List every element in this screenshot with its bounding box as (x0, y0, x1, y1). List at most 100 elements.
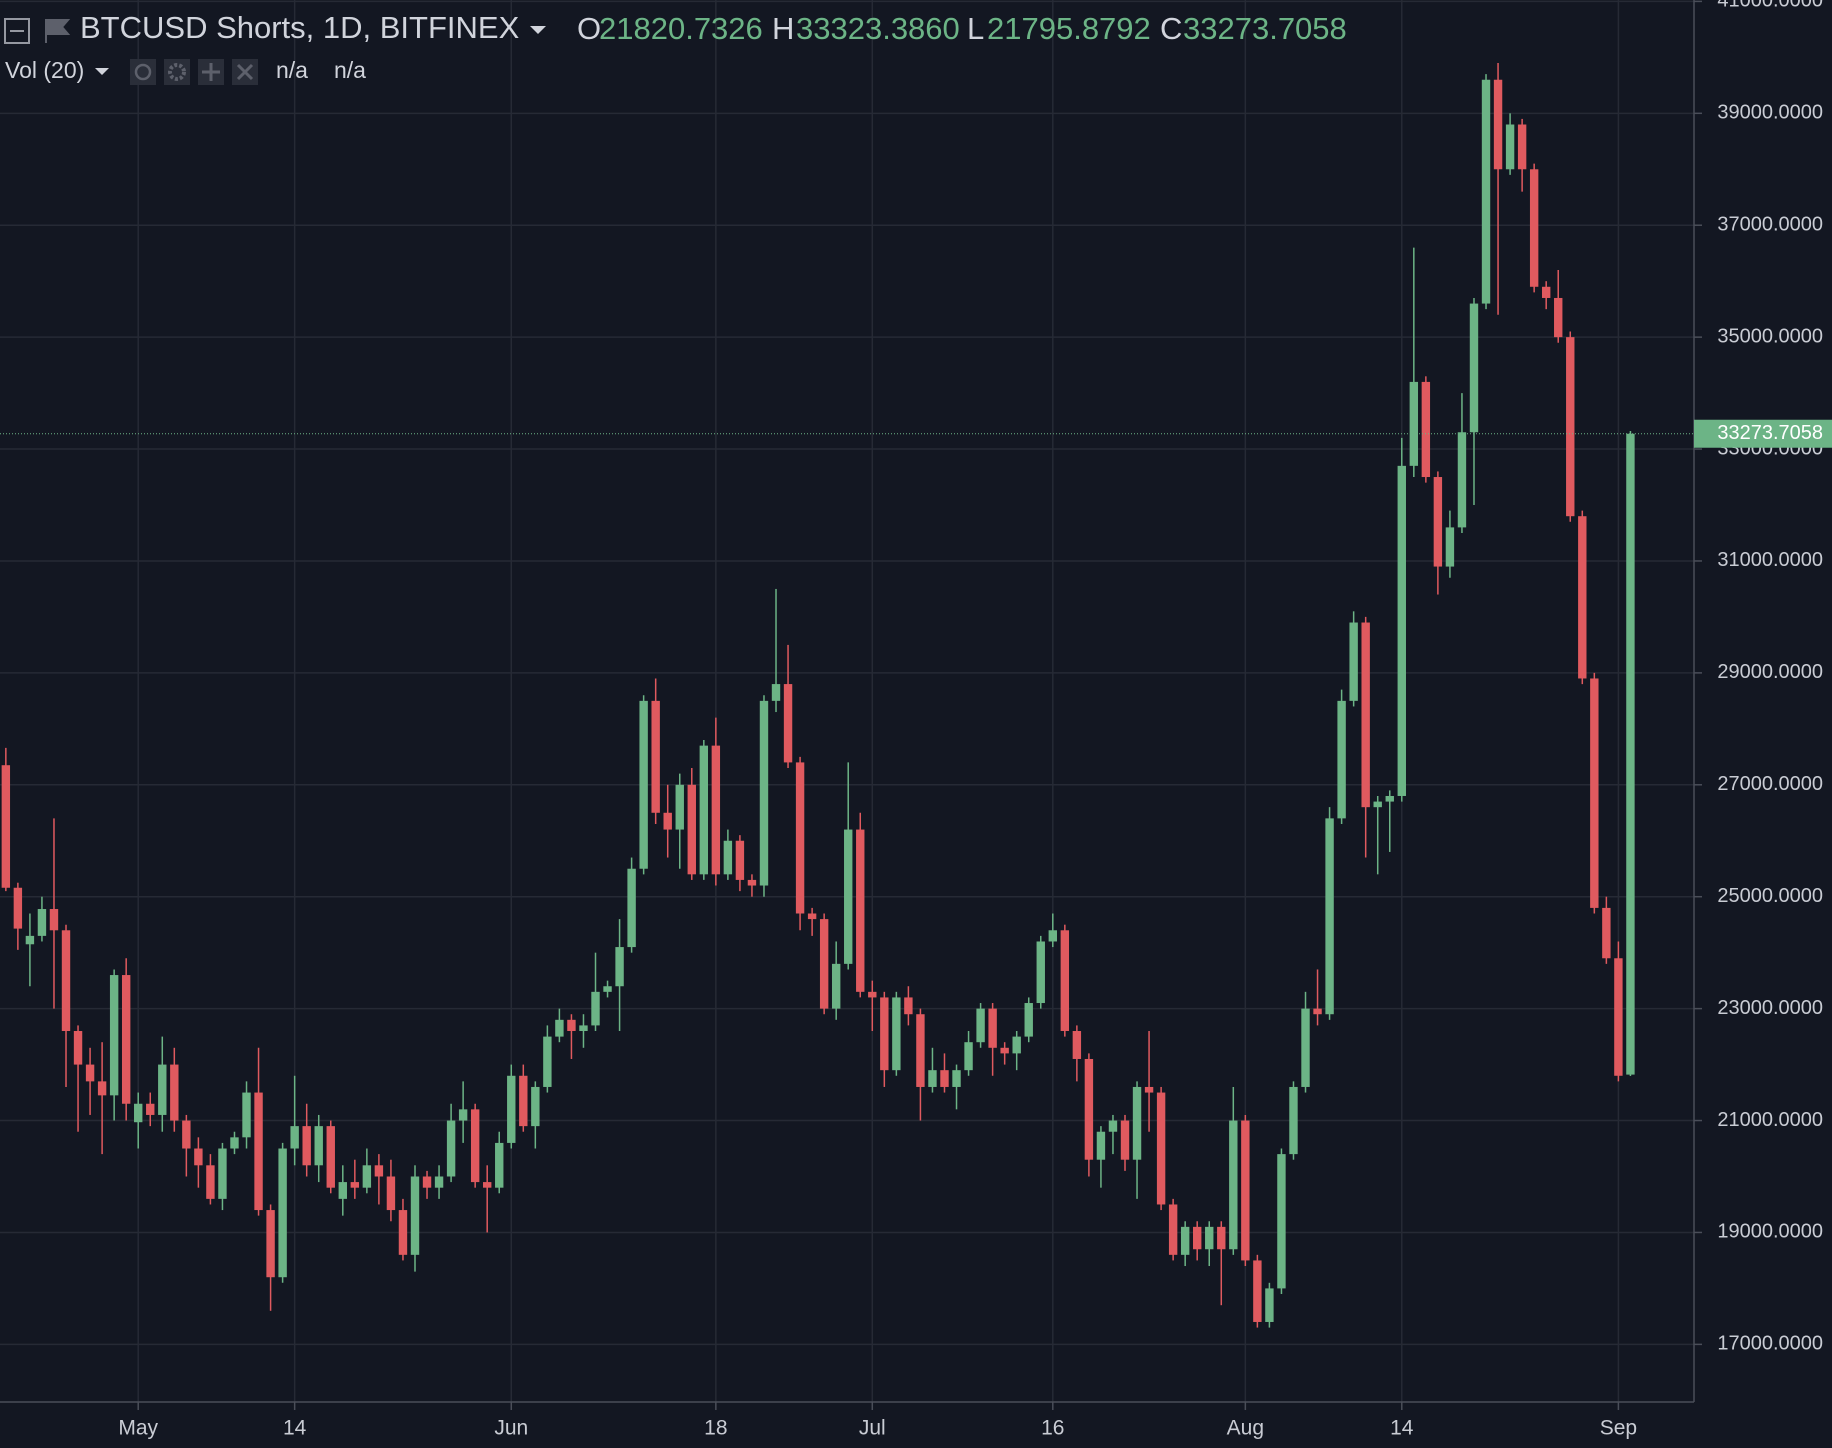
candle-body (567, 1019, 576, 1032)
candle-body (1481, 79, 1491, 304)
candle-body (61, 930, 71, 1032)
candle-body (819, 919, 829, 1009)
symbol-dropdown[interactable] (530, 26, 546, 34)
candle-body (1313, 1008, 1322, 1015)
candle-body (1397, 465, 1406, 796)
candle-body (266, 1210, 275, 1278)
candle-body (603, 986, 612, 992)
x-tick-label: 16 (1041, 1417, 1064, 1440)
candle-body (1590, 678, 1599, 908)
grid (0, 0, 1694, 1402)
candle-body (1000, 1047, 1009, 1054)
indicator-value: n/a (334, 57, 366, 83)
ohlc-key: O (577, 11, 601, 46)
candle-body (1626, 433, 1635, 1075)
candle-body (302, 1126, 311, 1166)
candle-body (1361, 622, 1370, 808)
collapse-icon[interactable] (4, 18, 30, 44)
settings-button[interactable] (164, 59, 190, 85)
candle-body (639, 700, 648, 869)
candle-body (290, 1126, 299, 1149)
candle-body (410, 1176, 420, 1255)
candle-body (579, 1025, 588, 1032)
candle-body (1517, 124, 1527, 170)
x-tick-label: Sep (1600, 1417, 1637, 1440)
candle-body (844, 829, 853, 964)
candle-body (37, 909, 47, 936)
candle-body (1349, 622, 1358, 701)
candle-body (1469, 303, 1479, 433)
candle-body (85, 1064, 95, 1082)
x-tick-label: Jul (859, 1417, 886, 1440)
ohlc-value: 21820.7326 (599, 11, 763, 46)
candle-body (651, 700, 660, 813)
candle-body (627, 868, 636, 948)
visibility-button[interactable] (130, 59, 156, 85)
gear-icon (168, 63, 186, 81)
candle-body (880, 997, 889, 1071)
candle-body (771, 684, 781, 701)
candle-body (1529, 169, 1539, 287)
candles (0, 62, 1694, 1328)
candle-body (1084, 1058, 1094, 1160)
flag-icon[interactable] (45, 19, 71, 43)
candle-body (1036, 941, 1045, 1004)
candle-body (230, 1137, 239, 1149)
candle-body (1205, 1226, 1214, 1250)
candle-body (675, 784, 684, 830)
y-tick-label: 37000.0000 (1717, 214, 1823, 236)
candle-body (1289, 1086, 1298, 1155)
candle-body (555, 1019, 564, 1037)
x-tick-label: 14 (1390, 1417, 1414, 1440)
y-tick-label: 29000.0000 (1717, 661, 1823, 683)
candle-body (109, 975, 119, 1096)
candle-body (892, 997, 901, 1071)
candle-body (952, 1070, 961, 1087)
candle-body (856, 829, 865, 992)
candle-body (97, 1081, 107, 1096)
close-icon (236, 63, 254, 81)
y-tick-label: 35000.0000 (1717, 325, 1823, 347)
candle-body (904, 997, 913, 1015)
candle-body (242, 1092, 251, 1138)
ohlc-value: 33273.7058 (1183, 11, 1347, 46)
candle-body (735, 840, 745, 880)
candle-body (254, 1092, 263, 1211)
candle-body (194, 1148, 203, 1166)
candle-body (964, 1042, 973, 1071)
candle-body (747, 879, 757, 886)
candle-body (446, 1120, 456, 1177)
candle-body (1253, 1260, 1262, 1322)
candle-body (1505, 124, 1515, 170)
candle-body (615, 947, 624, 987)
candle-body (49, 909, 59, 931)
candle-body (1421, 381, 1431, 478)
candle-body (73, 1031, 83, 1065)
y-tick-label: 25000.0000 (1717, 885, 1823, 907)
candle-body (519, 1075, 528, 1127)
ohlc-value: 21795.8792 (987, 11, 1151, 46)
x-tick-label: Aug (1227, 1417, 1264, 1440)
candle-body (1337, 700, 1346, 819)
indicator-name[interactable]: Vol (20) (5, 57, 84, 83)
candle-body (1554, 297, 1563, 338)
ohlc-key: H (772, 11, 794, 46)
x-tick-label: May (118, 1417, 158, 1440)
candle-body (386, 1176, 396, 1211)
symbol-title[interactable]: BTCUSD Shorts, 1D, BITFINEX (80, 10, 520, 45)
candle-body (1108, 1120, 1118, 1132)
candle-body (1168, 1204, 1178, 1255)
candle-body (1265, 1288, 1274, 1322)
candle-body (338, 1182, 347, 1199)
candle-body (507, 1075, 516, 1143)
y-tick-label: 41000.0000 (1717, 0, 1823, 12)
candle-body (362, 1165, 372, 1188)
candle-body (1385, 795, 1394, 802)
y-tick-label: 39000.0000 (1717, 102, 1823, 124)
candle-body (1602, 907, 1611, 959)
ohlc-key: C (1160, 11, 1182, 46)
indicator-dropdown[interactable] (95, 68, 109, 75)
candle-body (1217, 1226, 1226, 1250)
candle-body (146, 1103, 155, 1115)
